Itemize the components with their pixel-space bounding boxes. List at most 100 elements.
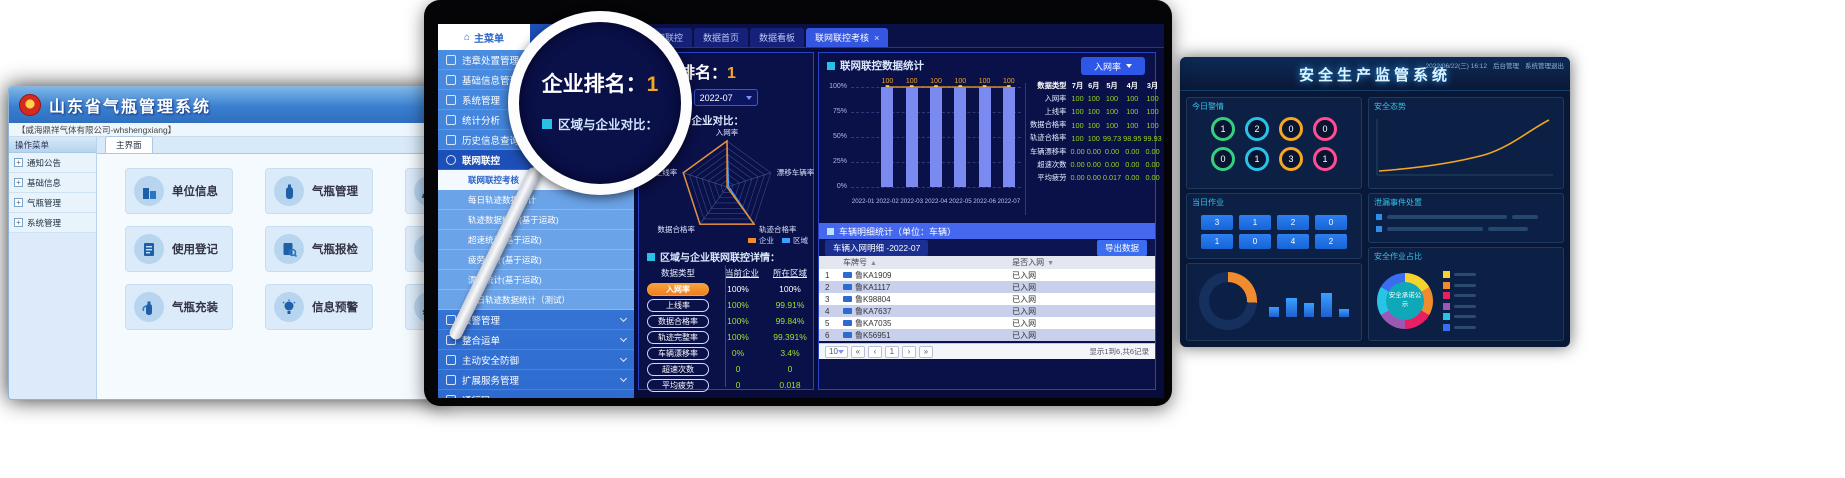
page-size-select[interactable]: 10 [825, 345, 848, 358]
tab-数据看板[interactable]: 数据看板 [750, 28, 805, 47]
month-col-header: 7月 [1071, 80, 1084, 90]
sidebar-item-基础信息[interactable]: + 基础信息 [9, 173, 96, 193]
menu-item-联网联控[interactable]: 联网联控 [438, 150, 634, 170]
metric-button-平均疲劳[interactable]: 平均疲劳 [647, 378, 709, 392]
exit-link[interactable]: 系统管理退出 [1525, 63, 1564, 70]
tab-联网联控[interactable]: 联网联控 [638, 28, 693, 47]
sidebar-item-气瓶管理[interactable]: + 气瓶管理 [9, 193, 96, 213]
job-tile[interactable]: 0 [1315, 215, 1347, 230]
tab-main-view[interactable]: 主界面 [105, 136, 153, 153]
next-page-button[interactable]: › [901, 345, 916, 358]
bullet-icon [647, 116, 655, 125]
col-header-车牌号[interactable]: 车牌号 ▲ [837, 256, 1007, 269]
metric-dropdown[interactable]: 入网率 [1081, 57, 1145, 75]
menu-item-通行码[interactable]: 通行码 [438, 390, 634, 398]
query-date-select[interactable]: 2022-07 [693, 89, 758, 106]
menu-item-统计分析[interactable]: 统计分析 [438, 110, 634, 130]
close-icon[interactable]: × [874, 32, 880, 43]
expand-plus-icon[interactable]: + [14, 218, 23, 227]
submenu-item-每日轨迹数据统计（测试）[interactable]: 每日轨迹数据统计（测试） [438, 290, 634, 310]
menu-item-报警管理[interactable]: 报警管理 [438, 310, 634, 330]
submenu-item-超速统计(基于运政)[interactable]: 超速统计(基于运政) [438, 230, 634, 250]
expand-plus-icon[interactable]: + [14, 178, 23, 187]
card-气瓶报检[interactable]: 气瓶报检 [265, 226, 373, 272]
vehicle-detail-tabrow: 车辆入网明细 -2022-07 导出数据 [819, 239, 1155, 256]
menu-item-基础信息管理[interactable]: 基础信息管理 [438, 70, 634, 90]
vehicle-row[interactable]: 4 鲁KA7637 已入网 [819, 305, 1155, 317]
status-cell: 已入网 [1006, 329, 1155, 341]
metric-button-轨迹完整率[interactable]: 轨迹完整率 [647, 330, 709, 344]
submenu-item-疲劳统计(基于运政)[interactable]: 疲劳统计(基于运政) [438, 250, 634, 270]
card-气瓶管理[interactable]: 气瓶管理 [265, 168, 373, 214]
vehicle-detail-tab[interactable]: 车辆入网明细 -2022-07 [825, 239, 929, 256]
safety-dashboard-window: 安全生产监管系统 2022/06/22(三) 16:12 后台管理 系统管理退出… [1180, 57, 1570, 347]
sort-icon[interactable]: ▼ [1047, 260, 1055, 267]
submenu-item-轨迹数据统计(基于运政)[interactable]: 轨迹数据统计(基于运政) [438, 210, 634, 230]
chevron-down-icon [1126, 64, 1132, 68]
vehicle-row[interactable]: 5 鲁KA7035 已入网 [819, 317, 1155, 329]
tab-数据首页[interactable]: 数据首页 [694, 28, 749, 47]
alert-ring-stat: 0 [1313, 117, 1337, 141]
metric-button-入网率[interactable]: 入网率 [647, 282, 709, 296]
last-page-button[interactable]: » [918, 345, 933, 358]
cylinder-app-window: ★ 山东省气瓶管理系统 【威海鼎祥气体有限公司-whshengxiang】 操作… [8, 86, 445, 400]
prev-page-button[interactable]: ‹ [867, 345, 882, 358]
card-label: 气瓶报检 [312, 244, 358, 256]
expand-plus-icon[interactable]: + [14, 198, 23, 207]
menu-item-扩展服务管理[interactable]: 扩展服务管理 [438, 370, 634, 390]
submenu-item-漂移统计(基于运政)[interactable]: 漂移统计(基于运政) [438, 270, 634, 290]
event-list-item[interactable] [1369, 223, 1563, 235]
sidebar-tab-vehicle-list[interactable]: 车辆列表 [530, 24, 616, 50]
card-信息预警[interactable]: 信息预警 [265, 284, 373, 330]
sidebar-collapse-icon[interactable]: « [622, 31, 628, 43]
sidebar-item-通知公告[interactable]: + 通知公告 [9, 153, 96, 173]
current-page-input[interactable]: 1 [884, 345, 899, 358]
menu-item-整合运单[interactable]: 整合运单 [438, 330, 634, 350]
menu-item-系统管理[interactable]: 系统管理 [438, 90, 634, 110]
metric-button-超速次数[interactable]: 超速次数 [647, 362, 709, 376]
menu-item-label: 统计分析 [462, 115, 501, 127]
chevron-down-icon [619, 334, 628, 343]
menu-item-违章处置管理[interactable]: 违章处置管理 [438, 50, 634, 70]
admin-link[interactable]: 后台管理 [1493, 63, 1519, 70]
job-tile[interactable]: 1 [1201, 234, 1233, 249]
menu-item-历史信息查询[interactable]: 历史信息查询 [438, 130, 634, 150]
card-单位信息[interactable]: 单位信息 [125, 168, 233, 214]
vehicle-row[interactable]: 2 鲁KA1117 已入网 [819, 281, 1155, 293]
job-tile[interactable]: 2 [1315, 234, 1347, 249]
metric-button-上线率[interactable]: 上线率 [647, 298, 709, 312]
menu-icon-统计分析 [446, 114, 456, 125]
job-tile[interactable]: 3 [1201, 215, 1233, 230]
menu-item-主动安全防御[interactable]: 主动安全防御 [438, 350, 634, 370]
trend-panel: 安全态势 [1368, 97, 1564, 189]
submenu-item-每日轨迹数据统计[interactable]: 每日轨迹数据统计 [438, 190, 634, 210]
tab-联网联控考核[interactable]: 联网联控考核 × [806, 28, 889, 47]
export-data-button[interactable]: 导出数据 [1096, 239, 1147, 256]
sort-icon[interactable]: ▲ [870, 260, 877, 267]
vehicle-row[interactable]: 6 鲁K56951 已入网 [819, 329, 1155, 341]
ratio-legend-item [1443, 313, 1476, 320]
ratio-panel-title: 安全作业占比 [1374, 252, 1422, 261]
network-control-dashboard: ⌂ 主菜单 车辆列表 « 违章处置管理 基础信息管理 系统管理 统计分析 历史信息查询联… [438, 24, 1164, 398]
chevron-down-icon [619, 74, 628, 83]
job-tile[interactable]: 1 [1239, 215, 1271, 230]
sidebar-tab-main-menu[interactable]: ⌂ 主菜单 [438, 24, 530, 50]
card-气瓶充装[interactable]: 气瓶充装 [125, 284, 233, 330]
job-tile[interactable]: 4 [1277, 234, 1309, 249]
job-tile[interactable]: 2 [1277, 215, 1309, 230]
job-tile[interactable]: 0 [1239, 234, 1271, 249]
vehicle-row[interactable]: 3 鲁K98804 已入网 [819, 293, 1155, 305]
card-使用登记[interactable]: 使用登记 [125, 226, 233, 272]
vehicle-row[interactable]: 1 鲁KA1909 已入网 [819, 269, 1155, 281]
metric-button-车辆漂移率[interactable]: 车辆漂移率 [647, 346, 709, 360]
truck-icon [843, 331, 852, 338]
sidebar-item-系统管理[interactable]: + 系统管理 [9, 213, 96, 233]
col-header-是否入网[interactable]: 是否入网 ▼ [1006, 256, 1155, 269]
month-col-header: 2月 [1163, 79, 1164, 92]
menu-icon-违章处置管理 [446, 54, 456, 65]
expand-plus-icon[interactable]: + [14, 158, 23, 167]
first-page-button[interactable]: « [850, 345, 865, 358]
metric-button-数据合格率[interactable]: 数据合格率 [647, 314, 709, 328]
submenu-item-联网联控考核[interactable]: 联网联控考核 [438, 170, 634, 190]
event-list-item[interactable] [1369, 211, 1563, 223]
